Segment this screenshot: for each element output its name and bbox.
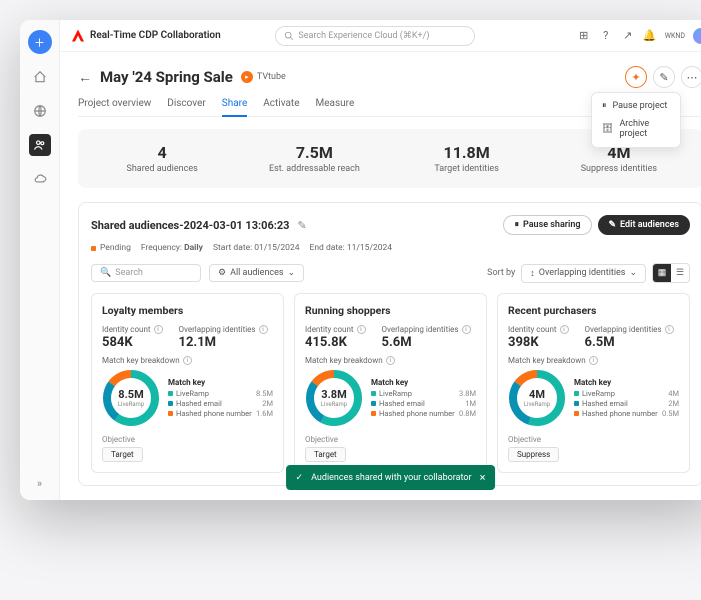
pause-icon: ⏸	[514, 220, 519, 230]
tab-activate[interactable]: Activate	[263, 94, 299, 116]
success-toast: ✓ Audiences shared with your collaborato…	[286, 465, 496, 490]
stat: 4Shared audiences	[86, 143, 238, 174]
list-view-icon[interactable]: ☰	[671, 264, 689, 282]
chevron-down-icon: ⌄	[629, 268, 637, 278]
partner-logo-icon: ▸	[241, 71, 253, 83]
view-toggle: ▦ ☰	[652, 263, 690, 283]
check-icon: ✓	[296, 473, 304, 483]
tab-project-overview[interactable]: Project overview	[78, 94, 151, 116]
audience-card[interactable]: Loyalty members Identity count i584K Ove…	[91, 293, 284, 473]
menu-archive[interactable]: 🗄Archive project	[592, 115, 680, 143]
apps-icon[interactable]: ⊞	[577, 29, 591, 43]
partner-chip: ▸TVtube	[241, 71, 286, 83]
title-row: ← May '24 Spring Sale ▸TVtube ✦ ✎ ⋯ ⏸Pau…	[78, 66, 701, 88]
nav-globe-icon[interactable]	[29, 100, 51, 122]
global-search[interactable]: Search Experience Cloud (⌘K+/)	[275, 26, 475, 46]
help-icon[interactable]: ?	[599, 29, 613, 43]
topbar: Real-Time CDP Collaboration Search Exper…	[60, 20, 701, 52]
app-shell: + » Real-Time CDP Collaboration Search E…	[20, 20, 701, 500]
more-menu: ⏸Pause project 🗄Archive project	[591, 92, 681, 148]
avatar[interactable]	[693, 28, 701, 44]
edit-audiences-button[interactable]: ✎Edit audiences	[598, 215, 691, 235]
panel-meta: Pending Frequency: Daily Start date: 01/…	[91, 243, 690, 253]
app-name: Real-Time CDP Collaboration	[90, 30, 221, 41]
nav-cloud-icon[interactable]	[29, 168, 51, 190]
tab-discover[interactable]: Discover	[167, 94, 206, 116]
card-title: Running shoppers	[305, 304, 476, 317]
stat: 11.8MTarget identities	[391, 143, 543, 174]
panel-header: Shared audiences-2024-03-01 13:06:23 ✎ ⏸…	[91, 215, 690, 235]
nav-home-icon[interactable]	[29, 66, 51, 88]
shared-panel: Shared audiences-2024-03-01 13:06:23 ✎ ⏸…	[78, 202, 701, 486]
nav-audiences-icon[interactable]	[29, 134, 51, 156]
audience-search[interactable]: 🔍Search	[91, 264, 201, 282]
content: ← May '24 Spring Sale ▸TVtube ✦ ✎ ⋯ ⏸Pau…	[60, 52, 701, 500]
back-icon[interactable]: ←	[78, 69, 92, 86]
card-title: Recent purchasers	[508, 304, 679, 317]
chevron-down-icon: ⌄	[288, 268, 296, 278]
sort-icon: ↕	[530, 268, 535, 279]
search-icon	[284, 31, 294, 41]
all-audiences-filter[interactable]: ⚙All audiences⌄	[209, 264, 304, 282]
cursor-hint-icon[interactable]: ✦	[625, 66, 647, 88]
tab-measure[interactable]: Measure	[316, 94, 355, 116]
pencil-icon: ✎	[609, 220, 617, 230]
sort-controls: Sort by ↕Overlapping identities⌄ ▦ ☰	[487, 263, 690, 283]
left-rail: + »	[20, 20, 60, 500]
close-icon[interactable]: ×	[480, 471, 486, 484]
audience-card[interactable]: Recent purchasers Identity count i398K O…	[497, 293, 690, 473]
search-icon: 🔍	[100, 268, 111, 278]
status-badge: Pending	[91, 243, 131, 253]
panel-title: Shared audiences-2024-03-01 13:06:23	[91, 219, 289, 232]
tab-share[interactable]: Share	[222, 94, 247, 117]
filter-row: 🔍Search ⚙All audiences⌄ Sort by ↕Overlap…	[91, 263, 690, 283]
partner-badge: WKND	[665, 29, 685, 43]
brand: Real-Time CDP Collaboration	[72, 30, 221, 42]
share-icon[interactable]: ↗	[621, 29, 635, 43]
card-title: Loyalty members	[102, 304, 273, 317]
page-title: May '24 Spring Sale	[100, 68, 233, 86]
stat: 7.5MEst. addressable reach	[238, 143, 390, 174]
title-actions: ✦ ✎ ⋯ ⏸Pause project 🗄Archive project	[625, 66, 701, 88]
edit-icon[interactable]: ✎	[653, 66, 675, 88]
main: Real-Time CDP Collaboration Search Exper…	[60, 20, 701, 500]
audience-card[interactable]: Running shoppers Identity count i415.8K …	[294, 293, 487, 473]
bell-icon[interactable]: 🔔	[643, 29, 657, 43]
archive-icon: 🗄	[602, 124, 613, 134]
pause-icon: ⏸	[602, 101, 607, 111]
filter-icon: ⚙	[218, 268, 226, 278]
create-button[interactable]: +	[28, 30, 52, 54]
menu-pause[interactable]: ⏸Pause project	[592, 97, 680, 115]
adobe-icon	[72, 30, 84, 42]
edit-title-icon[interactable]: ✎	[297, 219, 306, 232]
sort-select[interactable]: ↕Overlapping identities⌄	[521, 264, 646, 283]
audience-cards: Loyalty members Identity count i584K Ove…	[91, 293, 690, 473]
top-utilities: ⊞ ? ↗ 🔔 WKND	[577, 28, 701, 44]
expand-rail-icon[interactable]: »	[37, 477, 42, 490]
grid-view-icon[interactable]: ▦	[653, 264, 671, 282]
pause-sharing-button[interactable]: ⏸Pause sharing	[503, 215, 591, 235]
more-icon[interactable]: ⋯	[681, 66, 701, 88]
